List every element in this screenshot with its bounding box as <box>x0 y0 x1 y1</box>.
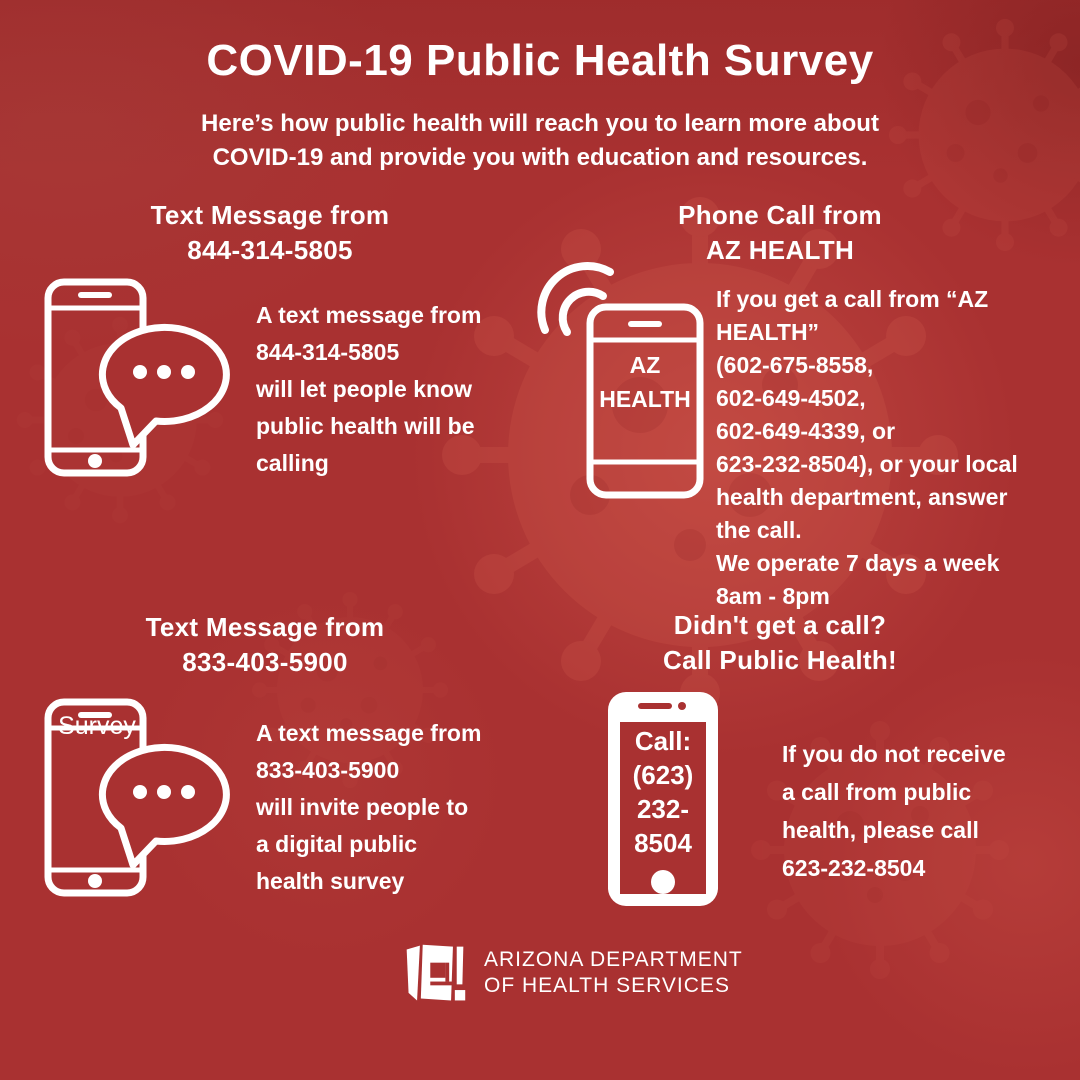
phone-sms-icon <box>38 272 253 497</box>
section-body-text-833: A text message from 833-403-5900 will in… <box>256 720 482 894</box>
page-subtitle: Here’s how public health will reach you … <box>201 110 879 171</box>
phone-ringing-icon <box>535 262 705 502</box>
org-name-line1: ARIZONA DEPARTMENT <box>484 948 743 971</box>
section-heading-text-844: Text Message from 844-314-5805 <box>150 200 390 265</box>
page-title: COVID-19 Public Health Survey <box>206 36 874 85</box>
adhs-logo-icon <box>402 940 468 1008</box>
section-heading-text-833: Text Message from 833-403-5900 <box>145 612 385 677</box>
section-body-text-844: A text message from 844-314-5805 will le… <box>256 302 482 476</box>
org-name: ARIZONA DEPARTMENT OF HEALTH SERVICES <box>484 947 743 999</box>
section-heading-phone-call: Phone Call from AZ HEALTH <box>678 200 882 265</box>
phone-screen-label-call-number: Call: (623) 232- 8504 <box>632 726 694 858</box>
org-name-line2: OF HEALTH SERVICES <box>484 974 730 997</box>
section-heading-no-call: Didn't get a call? Call Public Health! <box>663 610 897 675</box>
phone-screen-label-survey: Survey <box>58 712 136 740</box>
phone-screen-label-az-health: AZ HEALTH <box>599 352 691 412</box>
section-body-no-call: If you do not receive a call from public… <box>782 741 1006 881</box>
phone-call-icon <box>606 690 720 908</box>
phone-sms-survey-icon <box>38 692 253 917</box>
section-body-phone-call: If you get a call from “AZ HEALTH” (602-… <box>716 286 1018 609</box>
